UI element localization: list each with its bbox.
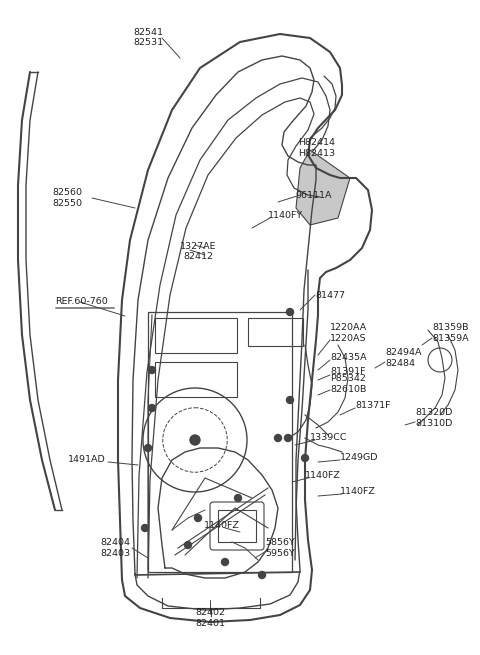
- Bar: [218, 510, 256, 542]
- Text: 81391F: 81391F: [330, 367, 365, 377]
- Polygon shape: [308, 162, 338, 202]
- Circle shape: [275, 434, 281, 441]
- Bar: [148, 312, 292, 572]
- Text: 1140FY: 1140FY: [268, 210, 303, 219]
- Text: 81320D
81310D: 81320D 81310D: [415, 408, 452, 428]
- Text: 1327AE
82412: 1327AE 82412: [180, 242, 216, 261]
- Text: H82414
H82413: H82414 H82413: [298, 138, 335, 158]
- Circle shape: [301, 455, 309, 462]
- Text: 1140FZ: 1140FZ: [305, 470, 341, 479]
- Text: 1491AD: 1491AD: [68, 455, 106, 464]
- Text: 81359B
81359A: 81359B 81359A: [432, 324, 468, 343]
- Text: 1140FZ: 1140FZ: [204, 521, 240, 529]
- Text: 96111A: 96111A: [295, 191, 332, 200]
- Circle shape: [190, 435, 200, 445]
- Circle shape: [142, 525, 148, 531]
- Circle shape: [287, 309, 293, 316]
- Text: 1339CC: 1339CC: [310, 434, 348, 443]
- Circle shape: [184, 542, 192, 548]
- Text: 82404
82403: 82404 82403: [100, 538, 130, 557]
- Text: 81477: 81477: [315, 291, 345, 299]
- Text: 82541
82531: 82541 82531: [133, 28, 163, 47]
- Circle shape: [235, 495, 241, 502]
- Text: 1220AA
1220AS: 1220AA 1220AS: [330, 324, 367, 343]
- Circle shape: [287, 396, 293, 403]
- Text: P85342
82610B: P85342 82610B: [330, 374, 366, 394]
- Text: 82435A: 82435A: [330, 354, 367, 362]
- Circle shape: [259, 572, 265, 578]
- Bar: [155, 362, 237, 397]
- Bar: [248, 318, 303, 346]
- Text: 81371F: 81371F: [355, 400, 391, 409]
- Text: 82402
82401: 82402 82401: [195, 608, 225, 627]
- Text: 1140FZ: 1140FZ: [340, 487, 376, 496]
- Circle shape: [144, 445, 152, 451]
- Bar: [155, 318, 237, 353]
- Text: 5856Y
5956Y: 5856Y 5956Y: [265, 538, 295, 557]
- Circle shape: [148, 367, 156, 373]
- Circle shape: [285, 434, 291, 441]
- Circle shape: [194, 514, 202, 521]
- Text: 82494A
82484: 82494A 82484: [385, 348, 421, 367]
- Text: 1249GD: 1249GD: [340, 453, 379, 462]
- Circle shape: [148, 405, 156, 411]
- Text: 82560
82550: 82560 82550: [52, 188, 82, 208]
- Text: REF.60-760: REF.60-760: [55, 297, 108, 307]
- Polygon shape: [296, 150, 350, 225]
- Circle shape: [221, 559, 228, 565]
